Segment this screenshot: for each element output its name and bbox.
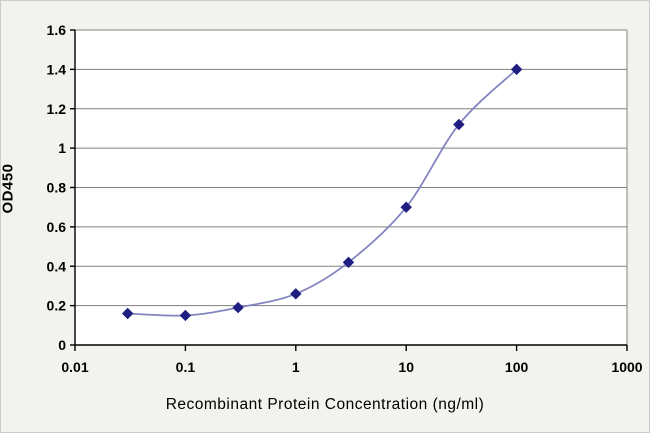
data-point-marker (453, 118, 465, 131)
y-tick-label: 0.4 (47, 258, 67, 274)
x-tick-label: 0.1 (176, 359, 196, 375)
x-tick-label: 10 (398, 359, 414, 375)
data-point-marker (342, 256, 355, 269)
y-tick-label: 0 (58, 337, 66, 353)
y-tick-label: 0.2 (47, 298, 67, 314)
data-point-marker (121, 307, 134, 320)
x-tick-label: 100 (505, 359, 529, 375)
y-tick-label: 0.8 (47, 180, 67, 196)
data-point-marker (232, 301, 244, 314)
y-tick-label: 0.6 (47, 219, 67, 235)
data-point-marker (400, 201, 412, 213)
y-tick-label: 1.4 (47, 61, 67, 77)
data-point-marker (179, 309, 192, 322)
x-tick-label: 0.01 (61, 359, 88, 375)
y-tick-label: 1.6 (47, 22, 67, 38)
y-axis-title: OD450 (0, 163, 17, 214)
data-point-marker (510, 63, 523, 76)
x-tick-label: 1000 (611, 359, 642, 375)
data-point-marker (290, 288, 302, 300)
x-axis-title: Recombinant Protein Concentration (ng/ml… (165, 396, 485, 413)
y-tick-label: 1 (58, 140, 66, 156)
y-tick-label: 1.2 (47, 101, 67, 117)
x-tick-label: 1 (292, 359, 300, 375)
